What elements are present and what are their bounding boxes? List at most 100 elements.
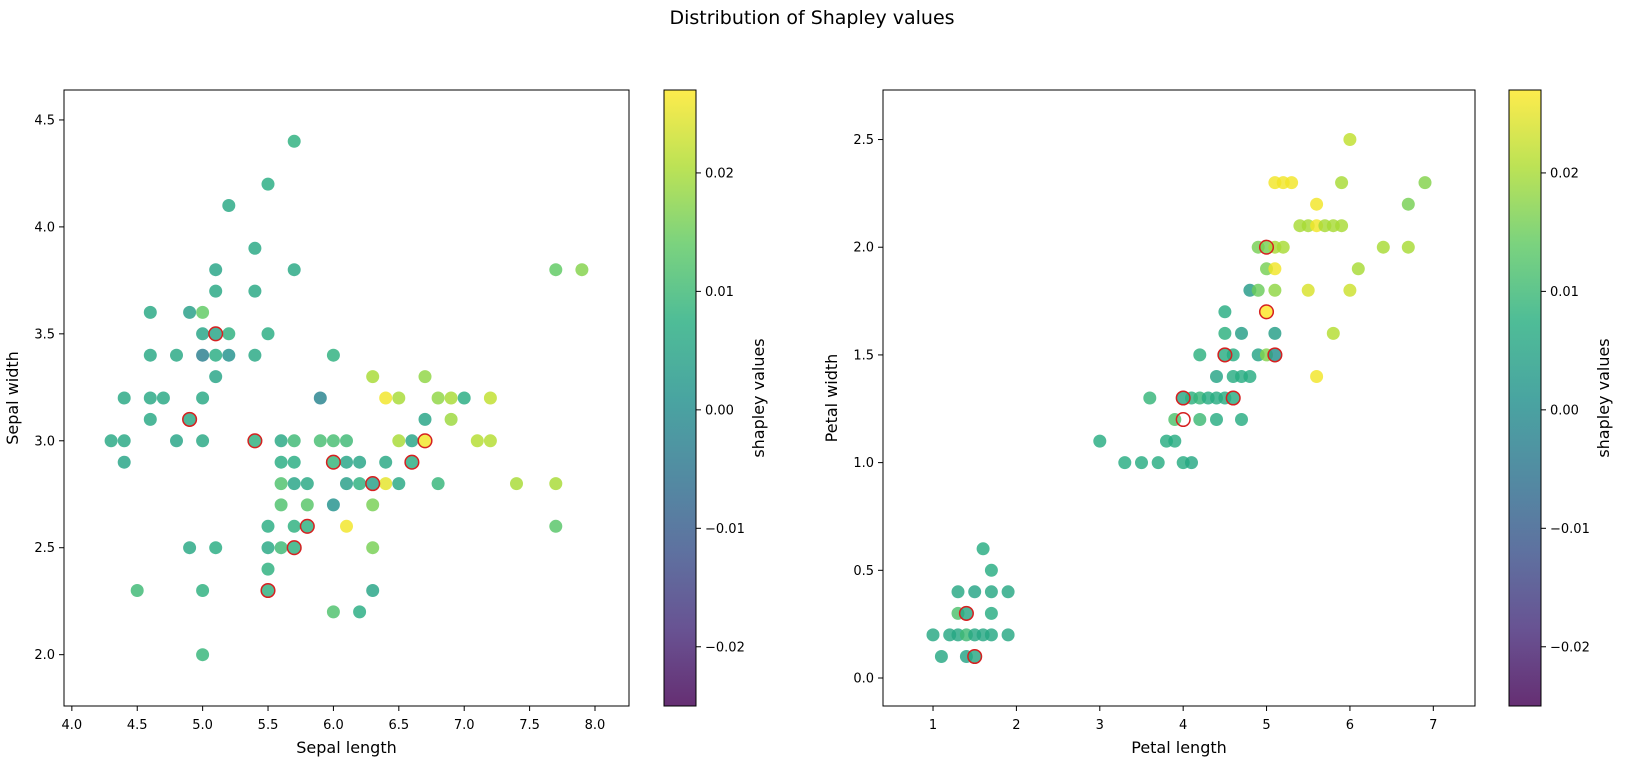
scatter-point — [1210, 370, 1223, 383]
scatter-point — [326, 348, 340, 362]
scatter-point — [1151, 456, 1165, 470]
scatter-point — [379, 477, 393, 491]
scatter-point — [483, 434, 497, 448]
colorbar-frame — [663, 89, 697, 707]
scatter-point — [1351, 262, 1365, 276]
y-tick-label: 0.0 — [853, 672, 874, 687]
scatter-point — [1168, 434, 1182, 448]
axes-frame — [882, 89, 1476, 707]
scatter-point — [959, 606, 973, 620]
scatter-point — [287, 134, 301, 148]
scatter-point — [1326, 326, 1340, 340]
x-tick-label: 4 — [1179, 718, 1187, 733]
x-tick-label: 5.0 — [192, 718, 213, 733]
colorbar-gradient — [1509, 90, 1541, 706]
scatter-point — [1276, 240, 1290, 254]
scatter-point — [392, 477, 406, 491]
x-tick-label: 4.0 — [62, 718, 83, 733]
highlighted-points — [958, 239, 1283, 665]
scatter-point — [1235, 413, 1248, 426]
scatter-point — [130, 584, 144, 597]
scatter-point — [274, 498, 288, 512]
scatter-point — [431, 477, 445, 491]
scatter-point — [366, 477, 380, 491]
scatter-point — [248, 284, 262, 298]
colorbar-label: shapley values — [749, 338, 768, 457]
scatter-point — [549, 263, 563, 277]
colorbar-label: shapley values — [1594, 338, 1613, 457]
y-tick-label: 3.0 — [34, 434, 55, 449]
scatter-point — [300, 477, 314, 491]
scatter-point — [1143, 391, 1157, 405]
scatter-point — [1001, 628, 1015, 642]
y-tick-label: 2.0 — [853, 241, 874, 256]
highlighted-point — [1258, 304, 1275, 320]
scatter-point — [366, 498, 380, 512]
axes-frame — [63, 89, 630, 707]
colorbar-tick-label: −0.01 — [705, 522, 745, 537]
highlighted-point — [1225, 390, 1241, 406]
highlighted-point — [260, 582, 276, 599]
scatter-point — [1310, 370, 1324, 383]
scatter-point — [1093, 434, 1107, 448]
scatter-point — [196, 305, 210, 319]
scatter-point — [156, 391, 170, 405]
x-tick-label: 7 — [1429, 718, 1437, 733]
scatter-point — [1185, 456, 1198, 470]
scatter-point — [444, 412, 458, 426]
scatter-point — [984, 563, 998, 577]
scatter-point — [196, 584, 210, 597]
scatter-point — [209, 348, 223, 362]
scatter-point — [353, 455, 367, 469]
colorbar-tick-label: 0.00 — [1550, 403, 1579, 418]
x-tick-label: 5 — [1262, 718, 1270, 733]
scatter-point — [117, 434, 131, 448]
scatter-point — [143, 348, 157, 362]
x-axis-label: Sepal length — [296, 738, 397, 757]
scatter-point — [405, 434, 419, 448]
scatter-point — [1335, 176, 1349, 190]
scatter-point — [340, 519, 353, 533]
scatter-point — [1343, 283, 1357, 297]
scatter-point — [1001, 585, 1015, 599]
scatter-point — [143, 305, 157, 319]
scatter-point — [196, 348, 210, 362]
scatter-point — [261, 327, 275, 341]
scatter-point — [117, 455, 131, 469]
colorbar-tick-label: 0.01 — [1550, 285, 1579, 300]
scatter-point — [366, 370, 380, 384]
scatter-point — [143, 412, 157, 426]
scatter-point — [984, 585, 998, 599]
scatter-point — [1193, 413, 1207, 426]
y-tick-label: 2.0 — [34, 648, 55, 663]
scatter-panel-petal: 1 2 3 4 5 6 7 0.0 0.5 1.0 1.5 2.0 2.5 Petal length Pet… — [822, 89, 1476, 757]
highlighted-point — [286, 540, 302, 556]
scatter-point — [968, 650, 982, 663]
highlighted-point — [958, 605, 974, 621]
scatter-point — [1218, 305, 1232, 319]
scatter-point — [1251, 283, 1265, 297]
x-tick-label: 1 — [929, 718, 937, 733]
scatter-point — [248, 348, 262, 362]
scatter-point — [300, 498, 314, 512]
scatter-point — [287, 519, 301, 533]
x-tick-label: 5.5 — [258, 718, 279, 733]
colorbar-tick-label: 0.02 — [1550, 166, 1579, 181]
x-tick-label: 7.5 — [519, 718, 540, 733]
scatter-point — [1243, 370, 1257, 383]
scatter-point — [143, 391, 157, 405]
scatter-point — [209, 263, 223, 277]
colorbar-frame — [1508, 89, 1542, 707]
colorbar-gradient — [664, 90, 696, 706]
scatter-point — [326, 434, 340, 448]
scatter-point — [1226, 391, 1240, 405]
scatter-point — [261, 562, 275, 576]
scatter-point — [274, 455, 288, 469]
scatter-point — [444, 391, 458, 405]
x-tick-label: 7.0 — [454, 718, 475, 733]
scatter-point — [418, 370, 432, 384]
scatter-points — [104, 134, 589, 662]
y-axis-label: Petal width — [822, 354, 841, 443]
scatter-point — [984, 628, 998, 642]
